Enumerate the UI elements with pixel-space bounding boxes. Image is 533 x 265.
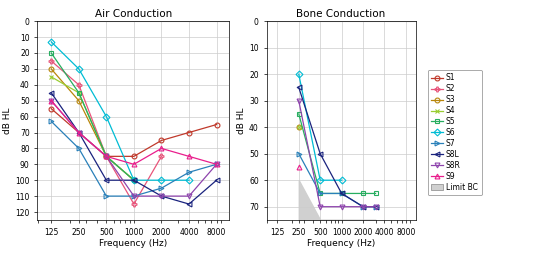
Title: Bone Conduction: Bone Conduction — [296, 9, 386, 19]
Y-axis label: dB HL: dB HL — [3, 107, 12, 134]
X-axis label: Frequency (Hz): Frequency (Hz) — [307, 239, 375, 248]
Title: Air Conduction: Air Conduction — [95, 9, 172, 19]
Legend: S1, S2, S3, S4, S5, S6, S7, S8L, S8R, S9, Limit BC: S1, S2, S3, S4, S5, S6, S7, S8L, S8R, S9… — [427, 70, 482, 195]
X-axis label: Frequency (Hz): Frequency (Hz) — [99, 239, 167, 248]
Y-axis label: dB HL: dB HL — [237, 107, 246, 134]
